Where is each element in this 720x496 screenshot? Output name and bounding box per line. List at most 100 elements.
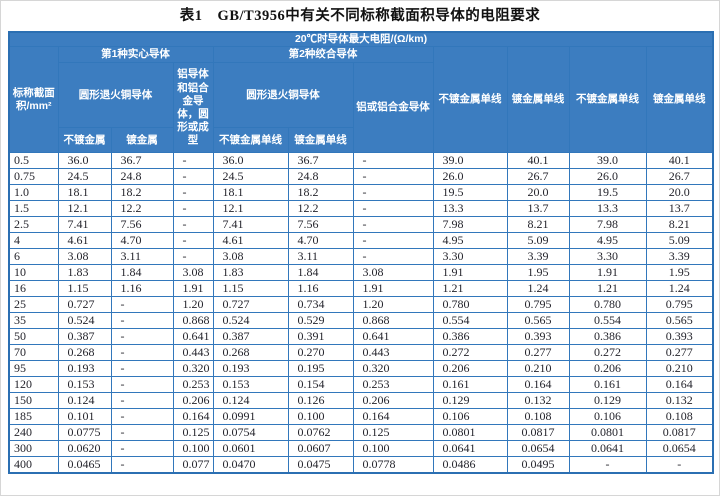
header-col8-unplated-wire: 不镀金属单线 [432,46,508,154]
value-cell: 7.56 [110,216,174,234]
header-class1-solid: 第1种实心导体 [57,46,214,64]
value-cell: 0.108 [645,408,714,426]
value-cell: 0.393 [645,328,714,346]
value-cell: 4.70 [287,232,354,250]
value-cell: 18.1 [212,184,289,202]
value-cell: 0.0486 [432,456,508,474]
value-cell: 0.868 [172,312,214,330]
header-class1-unplated: 不镀金属 [57,127,112,154]
value-cell: 0.0654 [506,440,570,458]
header-col11-plated-wire: 镀金属单线 [645,46,714,154]
value-cell: 0.106 [568,408,647,426]
value-cell: - [352,248,434,266]
value-cell: 0.529 [287,312,354,330]
value-cell: 0.101 [57,408,112,426]
value-cell: 0.0470 [212,456,289,474]
value-cell: - [352,216,434,234]
value-cell: 0.132 [506,392,570,410]
value-cell: 26.7 [645,168,714,186]
value-cell: - [172,216,214,234]
value-cell: 1.91 [568,264,647,282]
value-cell: 20.0 [645,184,714,202]
value-cell: 0.387 [57,328,112,346]
value-cell: 1.91 [352,280,434,298]
value-cell: 13.3 [432,200,508,218]
value-cell: 0.393 [506,328,570,346]
value-cell: 0.206 [432,360,508,378]
value-cell: 0.277 [506,344,570,362]
value-cell: 4.70 [110,232,174,250]
value-cell: 0.164 [352,408,434,426]
header-col10-unplated-wire: 不镀金属单线 [568,46,647,154]
value-cell: - [645,456,714,474]
value-cell: - [352,152,434,170]
value-cell: 0.193 [212,360,289,378]
value-cell: 0.161 [568,376,647,394]
table-row: 35 0.524-0.868 0.524 0.529 0.868 0.554 0.565 0.… [8,312,714,330]
value-cell: 0.206 [172,392,214,410]
table-row: 1.5 12.1 12.2-12.1 12.2-13.3 13.7 13.3 13.7 [8,200,714,218]
value-cell: 0.780 [432,296,508,314]
area-cell: 0.5 [8,152,59,170]
value-cell: 5.09 [645,232,714,250]
value-cell: 0.253 [172,376,214,394]
header-max-resistance: 20℃时导体最大电阻/(Ω/km) [8,31,714,48]
value-cell: 0.391 [287,328,354,346]
value-cell: 0.124 [212,392,289,410]
value-cell: 0.126 [287,392,354,410]
value-cell: 0.565 [645,312,714,330]
value-cell: 40.1 [506,152,570,170]
value-cell: 0.125 [172,424,214,442]
value-cell: 0.277 [645,344,714,362]
value-cell: 0.125 [352,424,434,442]
value-cell: 0.0620 [57,440,112,458]
value-cell: 18.1 [57,184,112,202]
value-cell: 0.554 [432,312,508,330]
value-cell: 12.1 [212,200,289,218]
area-cell: 150 [8,392,59,410]
table-row: 120 0.153-0.253 0.153 0.154 0.253 0.161 0.164 0… [8,376,714,394]
value-cell: 0.0607 [287,440,354,458]
table-header: 20℃时导体最大电阻/(Ω/km) 标称截面积/mm² 第1种实心导体 第2种绞… [8,31,714,154]
table-row: 150 0.124-0.206 0.124 0.126 0.206 0.129 0.132 0… [8,392,714,410]
value-cell: 36.0 [57,152,112,170]
value-cell: 1.20 [172,296,214,314]
area-cell: 50 [8,328,59,346]
value-cell: 0.210 [645,360,714,378]
value-cell: 1.95 [506,264,570,282]
table-row: 300 0.0620-0.100 0.0601 0.0607 0.100 0.0641 0.… [8,440,714,458]
area-cell: 120 [8,376,59,394]
value-cell: 0.320 [172,360,214,378]
value-cell: 0.164 [172,408,214,426]
value-cell: 0.164 [645,376,714,394]
value-cell: 0.795 [506,296,570,314]
value-cell: 0.106 [432,408,508,426]
value-cell: 1.83 [212,264,289,282]
table-row: 4 4.61 4.70-4.61 4.70-4.95 5.09 4.95 5.09 [8,232,714,250]
value-cell: - [110,328,174,346]
value-cell: 0.641 [172,328,214,346]
header-class2-unplated-wire: 不镀金属单线 [212,127,289,154]
value-cell: 0.0475 [287,456,354,474]
value-cell: 20.0 [506,184,570,202]
value-cell: 26.0 [568,168,647,186]
value-cell: 1.91 [172,280,214,298]
value-cell: 0.0654 [645,440,714,458]
header-class2-plated-wire: 镀金属单线 [287,127,354,154]
value-cell: 0.0465 [57,456,112,474]
header-row-2: 标称截面积/mm² 第1种实心导体 第2种绞合导体 不镀金属单线 镀金属单线 不… [8,46,714,154]
value-cell: 0.0991 [212,408,289,426]
area-cell: 185 [8,408,59,426]
value-cell: 1.16 [110,280,174,298]
header-class2-aluminium: 铝或铝合金导体 [352,62,434,154]
value-cell: 0.161 [432,376,508,394]
value-cell: 12.2 [287,200,354,218]
value-cell: 1.91 [432,264,508,282]
value-cell: 0.641 [352,328,434,346]
table-row: 10 1.83 1.84 3.08 1.83 1.84 3.08 1.91 1.95 1.91 1.… [8,264,714,282]
table-row: 1.0 18.1 18.2-18.1 18.2-19.5 20.0 19.5 20.0 [8,184,714,202]
value-cell: 1.84 [287,264,354,282]
table-row: 185 0.101-0.164 0.0991 0.100 0.164 0.106 0.108… [8,408,714,426]
value-cell: 0.386 [568,328,647,346]
value-cell: 18.2 [110,184,174,202]
